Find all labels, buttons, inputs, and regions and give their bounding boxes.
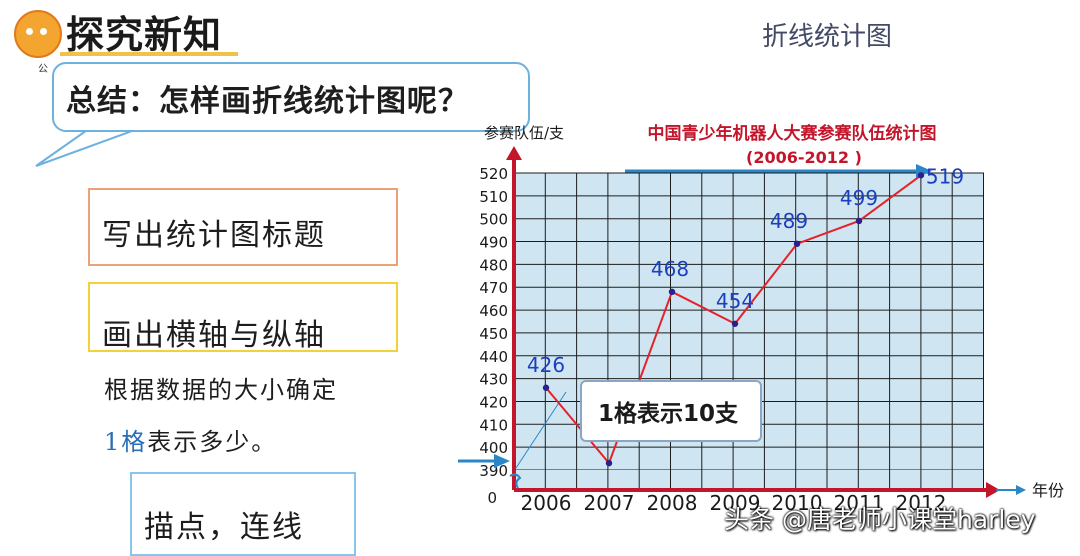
- data-point: [731, 320, 739, 327]
- axis-break-mark: [509, 473, 522, 489]
- scale-callout-text: 1格表示10支: [598, 401, 739, 427]
- data-point: [668, 288, 676, 295]
- y-tick-label: 490: [479, 234, 508, 252]
- step-scale-line1: 根据数据的大小确定: [104, 376, 338, 404]
- y-tick-label: 500: [479, 211, 508, 229]
- y-tick-label: 400: [479, 439, 508, 457]
- y-axis-arrow: [506, 146, 522, 160]
- x-tick-label: 2008: [647, 491, 698, 515]
- data-point: [855, 217, 863, 225]
- logo-caption: 公: [38, 64, 48, 75]
- section-title: 探究新知: [66, 12, 223, 57]
- y-tick-label: 510: [479, 188, 508, 206]
- x-axis-title: 年份: [1032, 481, 1064, 500]
- y-tick-label: 440: [479, 348, 508, 366]
- y-tick-label: 520: [479, 165, 508, 183]
- y-tick-label: 430: [479, 371, 508, 389]
- x-tick-label: 2009: [710, 491, 761, 515]
- data-label: 426: [527, 353, 565, 377]
- y-zero-label: 0: [487, 489, 497, 507]
- data-point: [793, 240, 801, 248]
- chart-subtitle: (2006-2012 ): [746, 148, 862, 167]
- step-title-box: [88, 188, 398, 266]
- title-underline: [60, 52, 238, 56]
- step-scale-line2: 1格表示多少。: [104, 422, 277, 457]
- y-tick-label: 480: [479, 256, 508, 274]
- data-point: [542, 384, 550, 391]
- y-axis-title: 参赛队伍/支: [484, 124, 564, 142]
- pointer-line: [515, 391, 567, 469]
- logo-eye: [40, 28, 47, 35]
- y-tick-label: 460: [479, 302, 508, 320]
- chart-title: 中国青少年机器人大赛参赛队伍统计图: [648, 123, 937, 144]
- step-plot-box: [130, 472, 356, 556]
- step-title-text: 写出统计图标题: [102, 218, 326, 253]
- x-tick-label: 2007: [584, 491, 635, 515]
- y-tick-label: 450: [479, 325, 508, 343]
- data-label: 489: [770, 209, 808, 233]
- data-label: 454: [716, 289, 754, 313]
- y-tick-label: 410: [479, 416, 508, 434]
- y-tick-label: 420: [479, 393, 508, 411]
- step-axes-box: [88, 282, 398, 352]
- x-tick-label: 2012: [896, 491, 947, 515]
- x-tick-label: 2011: [834, 491, 885, 515]
- data-point: [917, 172, 925, 179]
- data-point: [605, 459, 613, 467]
- y-tick-label: 390: [479, 462, 508, 480]
- x-axis-extension-arrow: [1016, 485, 1026, 495]
- x-tick-label: 2010: [772, 491, 823, 515]
- x-tick-label: 2006: [521, 491, 572, 515]
- axis-break-band: [514, 470, 984, 490]
- data-label: 499: [840, 186, 878, 210]
- slide-topic-title: 折线统计图: [762, 22, 893, 52]
- step-plot-text: 描点，连线: [144, 510, 304, 545]
- y-start-arrow-head: [494, 454, 510, 468]
- y-tick-label: 470: [479, 279, 508, 297]
- summary-question: 总结：怎样画折线统计图呢？: [66, 84, 469, 119]
- scale-unit-label: 1格: [104, 428, 148, 456]
- scale-unit-rest: 表示多少。: [147, 428, 278, 456]
- watermark: 头条 @唐老师小课堂harley: [724, 505, 1036, 534]
- x-axis-arrow: [986, 482, 1000, 498]
- bubble-tail-cover: [60, 120, 150, 127]
- logo-icon: [14, 10, 62, 58]
- scale-callout: [580, 380, 762, 442]
- logo-eye: [26, 28, 33, 35]
- step-axes-text: 画出横轴与纵轴: [102, 318, 326, 353]
- data-label: 468: [651, 257, 689, 281]
- data-label: 519: [926, 164, 964, 188]
